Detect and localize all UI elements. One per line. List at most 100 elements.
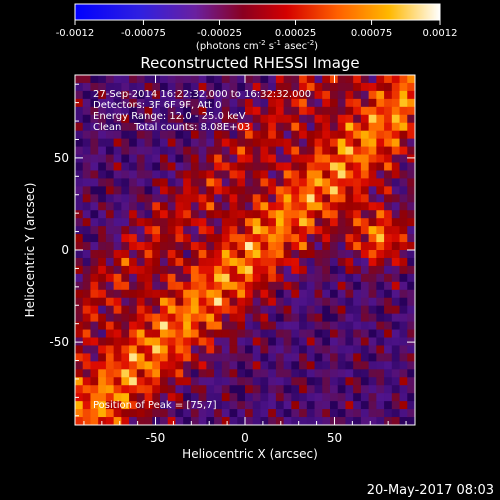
heatmap-cell <box>144 305 153 315</box>
heatmap-cell <box>299 377 308 386</box>
heatmap-cell <box>291 146 300 156</box>
heatmap-cell <box>399 226 408 235</box>
heatmap-cell <box>214 313 223 323</box>
heatmap-cell <box>306 90 316 100</box>
heatmap-cell <box>98 329 107 339</box>
heatmap-cell <box>229 361 238 370</box>
heatmap-cell <box>136 234 146 243</box>
heatmap-cell <box>183 234 192 243</box>
heatmap-cell <box>407 401 415 410</box>
heatmap-cell <box>167 265 177 275</box>
heatmap-cell <box>376 329 385 339</box>
heatmap-cell <box>353 393 362 402</box>
heatmap-cell <box>330 313 339 323</box>
heatmap-cell <box>98 401 107 410</box>
heatmap-cell <box>275 417 285 425</box>
heatmap-cell <box>82 202 92 211</box>
heatmap-cell <box>237 417 246 425</box>
heatmap-cell <box>98 186 107 195</box>
heatmap-cell <box>183 289 192 299</box>
heatmap-cell <box>330 178 339 187</box>
heatmap-cell <box>90 218 99 227</box>
heatmap-cell <box>152 281 161 291</box>
heatmap-cell <box>299 361 308 370</box>
heatmap-cell <box>353 401 362 410</box>
heatmap-cell <box>345 178 354 187</box>
heatmap-cell <box>337 226 347 235</box>
heatmap-cell <box>306 75 316 84</box>
heatmap-cell <box>337 202 347 211</box>
heatmap-cell <box>353 146 362 156</box>
heatmap-cell <box>105 210 115 219</box>
heatmap-cell <box>314 226 323 235</box>
heatmap-cell <box>229 234 238 243</box>
heatmap-cell <box>90 409 99 418</box>
heatmap-cell <box>391 409 401 418</box>
heatmap-cell <box>152 130 161 140</box>
heatmap-cell <box>391 369 401 378</box>
heatmap-cell <box>144 82 153 92</box>
heatmap-cell <box>283 281 292 291</box>
heatmap-cell <box>384 162 393 172</box>
heatmap-cell <box>399 218 408 227</box>
heatmap-cell <box>98 130 107 140</box>
heatmap-cell <box>121 130 130 140</box>
heatmap-cell <box>299 257 308 267</box>
heatmap-cell <box>384 130 393 140</box>
heatmap-cell <box>252 114 262 124</box>
heatmap-cell <box>98 82 107 92</box>
heatmap-cell <box>299 154 308 164</box>
heatmap-cell <box>245 257 254 267</box>
heatmap-cell <box>314 154 323 164</box>
heatmap-cell <box>152 202 161 211</box>
heatmap-cell <box>175 281 184 291</box>
heatmap-cell <box>360 138 370 148</box>
heatmap-cell <box>252 321 262 331</box>
heatmap-cell <box>337 281 347 291</box>
heatmap-cell <box>275 178 285 187</box>
heatmap-cell <box>237 345 246 355</box>
heatmap-cell <box>221 401 231 410</box>
heatmap-cell <box>221 122 231 132</box>
heatmap-cell <box>275 98 285 108</box>
heatmap-cell <box>214 130 223 140</box>
heatmap-cell <box>407 417 415 425</box>
heatmap-cell <box>245 385 254 394</box>
heatmap-cell <box>136 138 146 148</box>
heatmap-cell <box>152 218 161 227</box>
heatmap-cell <box>245 337 254 347</box>
heatmap-cell <box>129 289 138 299</box>
heatmap-cell <box>190 257 200 267</box>
heatmap-cell <box>260 265 269 275</box>
heatmap-cell <box>160 401 169 410</box>
heatmap-cell <box>221 393 231 402</box>
heatmap-cell <box>206 353 215 362</box>
heatmap-cell <box>291 226 300 235</box>
heatmap-cell <box>252 98 262 108</box>
heatmap-cell <box>407 289 415 299</box>
heatmap-cell <box>206 393 215 402</box>
heatmap-cell <box>237 170 246 180</box>
heatmap-cell <box>160 297 169 307</box>
heatmap-cell <box>391 202 401 211</box>
heatmap-cell <box>399 369 408 378</box>
heatmap-cell <box>198 242 207 251</box>
heatmap-cell <box>136 202 146 211</box>
heatmap-cell <box>183 210 192 219</box>
heatmap-cell <box>175 273 184 283</box>
heatmap-cell <box>136 361 146 370</box>
heatmap-cell <box>237 409 246 418</box>
heatmap-cell <box>314 106 323 116</box>
heatmap-cell <box>330 369 339 378</box>
heatmap-cell <box>360 329 370 339</box>
heatmap-cell <box>245 210 254 219</box>
heatmap-cell <box>152 297 161 307</box>
heatmap-cell <box>353 409 362 418</box>
heatmap-cell <box>167 305 177 315</box>
heatmap-cell <box>399 385 408 394</box>
heatmap-cell <box>82 369 92 378</box>
heatmap-cell <box>136 122 146 132</box>
heatmap-cell <box>391 75 401 84</box>
heatmap-cell <box>368 353 377 362</box>
heatmap-cell <box>113 130 122 140</box>
